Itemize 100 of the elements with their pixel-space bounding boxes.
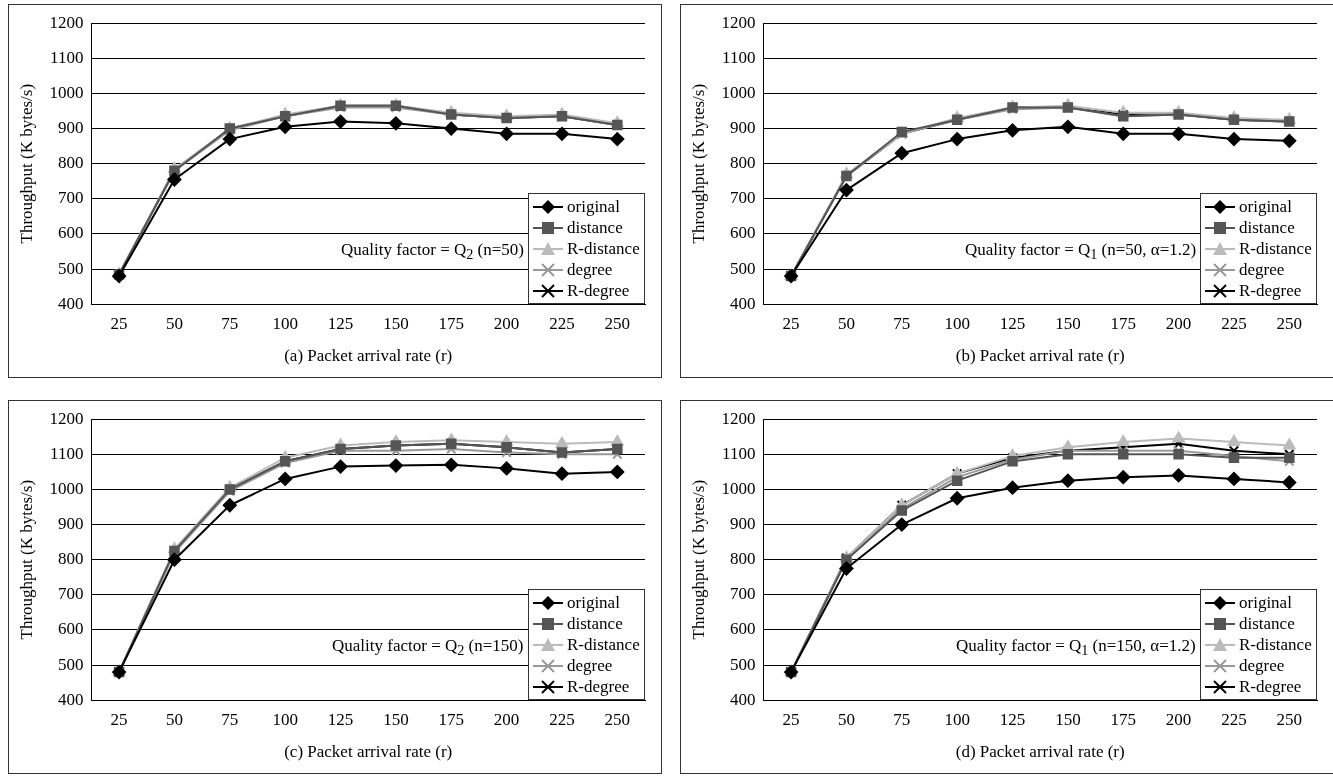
x-tick-label: 50 (837, 313, 855, 333)
x-tick-label: 175 (1110, 709, 1136, 729)
legend-label: R-distance (1239, 238, 1312, 259)
x-tick-label: 75 (893, 313, 911, 333)
legend-label: R-degree (567, 280, 630, 301)
legend-label: R-degree (1239, 676, 1302, 697)
x-tick-label: 250 (604, 313, 631, 333)
x-tick-label: 50 (837, 709, 855, 729)
y-tick-label: 500 (57, 258, 84, 278)
y-tick-label: 600 (57, 619, 84, 639)
x-tick-label: 100 (272, 313, 298, 333)
y-tick-label: 1100 (722, 47, 756, 67)
x-tick-label: 125 (327, 709, 354, 729)
y-tick-label: 700 (729, 584, 756, 604)
y-tick-label: 1100 (50, 47, 84, 67)
x-tick-label: 225 (549, 313, 575, 333)
x-tick-label: 50 (165, 313, 183, 333)
y-tick-label: 600 (729, 223, 756, 243)
legend-label: distance (567, 613, 623, 634)
x-tick-label: 100 (944, 709, 970, 729)
x-tick-label: 200 (493, 313, 520, 333)
x-tick-label: 25 (782, 709, 800, 729)
y-tick-label: 1100 (722, 443, 756, 463)
legend-label: degree (567, 655, 613, 676)
x-tick-label: 125 (999, 313, 1026, 333)
y-tick-label: 600 (729, 619, 756, 639)
y-tick-label: 1000 (721, 82, 756, 102)
y-axis-title: Throughput (K bytes/s) (688, 83, 708, 244)
y-axis-title: Throughput (K bytes/s) (16, 479, 36, 640)
legend-label: original (567, 592, 620, 613)
x-tick-label: 225 (1221, 313, 1247, 333)
y-tick-label: 500 (729, 258, 756, 278)
y-axis-title: Throughput (K bytes/s) (688, 479, 708, 640)
x-axis-title: (c) Packet arrival rate (r) (284, 742, 453, 762)
y-tick-label: 1000 (49, 82, 84, 102)
x-tick-label: 225 (549, 709, 575, 729)
y-tick-label: 1200 (721, 12, 756, 32)
y-tick-label: 1200 (49, 12, 84, 32)
x-tick-label: 125 (327, 313, 354, 333)
x-tick-label: 200 (1165, 313, 1192, 333)
x-tick-label: 75 (221, 709, 239, 729)
x-tick-label: 200 (1165, 709, 1192, 729)
legend-label: original (1239, 196, 1292, 217)
y-tick-label: 700 (57, 584, 84, 604)
y-tick-label: 1000 (721, 478, 756, 498)
legend-label: R-distance (567, 238, 640, 259)
y-axis-title: Throughput (K bytes/s) (16, 83, 36, 244)
legend-label: R-distance (567, 634, 640, 655)
x-tick-label: 250 (604, 709, 631, 729)
y-tick-label: 400 (57, 689, 84, 709)
x-tick-label: 25 (110, 313, 128, 333)
y-tick-label: 500 (729, 654, 756, 674)
annotation: Quality factor = Q$_{1}$ (n=50, α=1.2) (965, 240, 1197, 264)
legend-label: degree (1239, 655, 1285, 676)
x-tick-label: 175 (1110, 313, 1136, 333)
y-tick-label: 600 (57, 223, 84, 243)
x-tick-label: 100 (944, 313, 970, 333)
y-tick-label: 700 (729, 188, 756, 208)
legend-label: R-distance (1239, 634, 1312, 655)
x-tick-label: 25 (110, 709, 128, 729)
x-axis-title: (b) Packet arrival rate (r) (955, 346, 1125, 366)
y-tick-label: 400 (729, 689, 756, 709)
x-tick-label: 25 (782, 313, 800, 333)
legend-label: distance (1239, 217, 1295, 238)
annotation: Quality factor = Q$_{2}$ (n=50) (341, 240, 524, 264)
legend-label: degree (1239, 259, 1285, 280)
x-tick-label: 225 (1221, 709, 1247, 729)
x-tick-label: 175 (438, 313, 464, 333)
x-tick-label: 250 (1276, 709, 1303, 729)
x-tick-label: 150 (1055, 709, 1081, 729)
x-tick-label: 125 (999, 709, 1026, 729)
y-tick-label: 400 (729, 293, 756, 313)
x-axis-title: (d) Packet arrival rate (r) (955, 742, 1125, 762)
y-tick-label: 900 (729, 118, 756, 138)
x-tick-label: 175 (438, 709, 464, 729)
y-tick-label: 900 (57, 118, 84, 138)
y-tick-label: 800 (57, 549, 84, 569)
legend-label: R-degree (567, 676, 630, 697)
y-tick-label: 1200 (49, 408, 84, 428)
annotation: Quality factor = Q$_{2}$ (n=150) (332, 636, 524, 660)
legend-label: degree (567, 259, 613, 280)
x-tick-label: 75 (221, 313, 239, 333)
y-tick-label: 900 (729, 514, 756, 534)
legend-label: R-degree (1239, 280, 1302, 301)
y-tick-label: 500 (57, 654, 84, 674)
y-tick-label: 1200 (721, 408, 756, 428)
x-tick-label: 150 (383, 313, 409, 333)
legend-label: original (1239, 592, 1292, 613)
y-tick-label: 800 (57, 153, 84, 173)
y-tick-label: 400 (57, 293, 84, 313)
y-tick-label: 1100 (50, 443, 84, 463)
legend-label: distance (1239, 613, 1295, 634)
y-tick-label: 800 (729, 549, 756, 569)
legend-label: distance (567, 217, 623, 238)
y-tick-label: 1000 (49, 478, 84, 498)
annotation: Quality factor = Q$_{1}$ (n=150, α=1.2) (956, 636, 1196, 660)
y-tick-label: 900 (57, 514, 84, 534)
x-tick-label: 75 (893, 709, 911, 729)
x-tick-label: 200 (493, 709, 520, 729)
x-tick-label: 150 (1055, 313, 1081, 333)
